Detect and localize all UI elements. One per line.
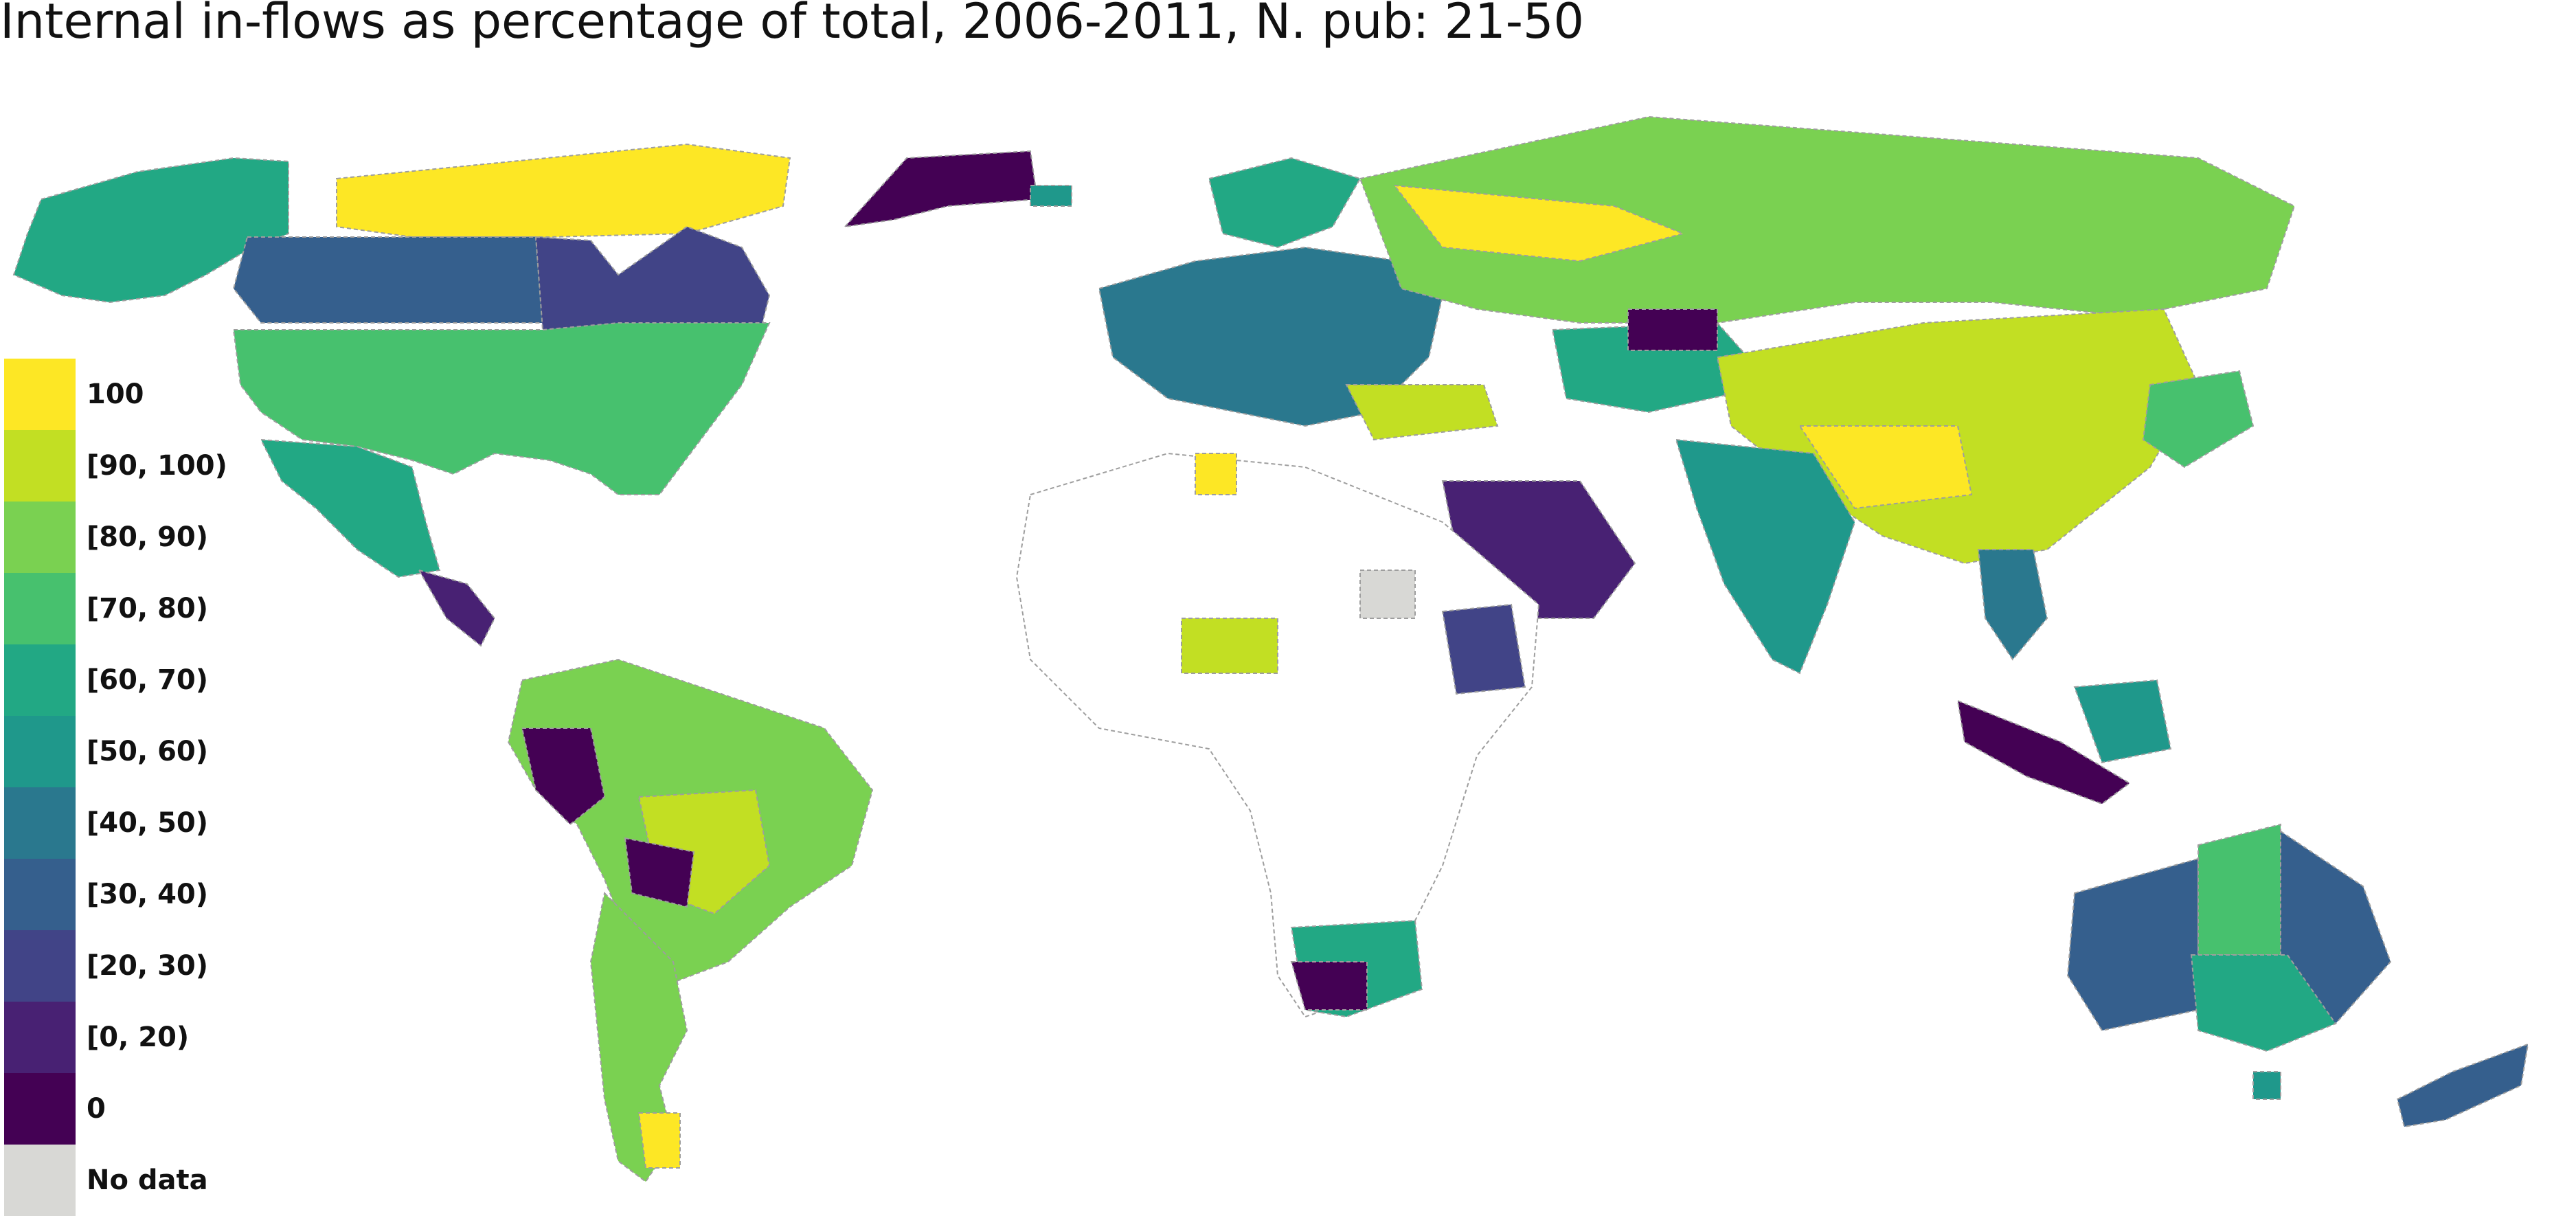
legend-item: 100 (4, 359, 227, 430)
legend-label: [0, 20) (87, 1022, 190, 1053)
region-sahara-nodata (1359, 570, 1416, 619)
legend-item: [70, 80) (4, 573, 227, 644)
region-scandinavia (1208, 157, 1362, 249)
legend-item: [60, 70) (4, 644, 227, 716)
legend-item: [80, 90) (4, 502, 227, 573)
region-kazakhstan-north (1627, 308, 1718, 351)
region-south-america-south (589, 891, 688, 1183)
region-patagonia (637, 1112, 681, 1169)
legend-label: [60, 70) (87, 664, 209, 696)
region-tibet (1798, 425, 1973, 510)
region-australia-south (2190, 954, 2337, 1052)
legend-label: [70, 80) (87, 593, 209, 624)
region-iceland (1030, 185, 1072, 207)
region-russia-west (1392, 184, 1686, 262)
legend-label: 0 (87, 1093, 106, 1125)
legend-swatch (4, 1002, 76, 1073)
map-title: Internal in-flows as percentage of total… (0, 0, 1585, 49)
region-bolivia (624, 837, 695, 908)
region-mexico (260, 438, 441, 578)
region-canada-west (232, 236, 544, 324)
legend-label: [30, 40) (87, 879, 209, 910)
legend-label: [90, 100) (87, 450, 227, 482)
legend-swatch (4, 859, 76, 930)
legend-item: [30, 40) (4, 859, 227, 930)
legend-item: [40, 50) (4, 787, 227, 859)
region-japan (2142, 370, 2255, 469)
legend-item: [90, 100) (4, 430, 227, 502)
region-central-america (417, 569, 496, 647)
region-borneo (2073, 679, 2172, 764)
region-usa (232, 322, 771, 495)
region-greenland (843, 150, 1039, 228)
region-algeria-south (1195, 453, 1237, 495)
region-south-africa-west (1290, 961, 1368, 1011)
legend-label: [80, 90) (87, 521, 209, 553)
region-new-zealand (2396, 1043, 2529, 1128)
region-alaska (12, 157, 289, 304)
legend-item: No data (4, 1145, 227, 1216)
region-australia-north (2197, 823, 2281, 956)
legend-label: [20, 30) (87, 950, 209, 982)
legend-swatch (4, 1073, 76, 1145)
region-india (1675, 438, 1856, 675)
legend-label: [50, 60) (87, 736, 209, 767)
legend-label: No data (87, 1164, 208, 1196)
region-tasmania (2252, 1071, 2281, 1100)
region-indonesia (1956, 699, 2131, 805)
legend-swatch (4, 502, 76, 573)
legend-label: [40, 50) (87, 807, 209, 839)
legend-item: 0 (4, 1073, 227, 1145)
legend-item: [0, 20) (4, 1002, 227, 1073)
region-turkey (1345, 384, 1499, 441)
legend-swatch (4, 1145, 76, 1216)
region-peru (521, 728, 606, 826)
region-east-africa (1441, 603, 1526, 695)
region-canada-north (336, 143, 791, 238)
region-se-asia (1977, 549, 2048, 661)
legend-swatch (4, 930, 76, 1002)
legend-label: 100 (87, 379, 144, 410)
legend-item: [20, 30) (4, 930, 227, 1002)
legend-swatch (4, 573, 76, 644)
region-russia (1359, 115, 2296, 324)
legend-swatch (4, 430, 76, 502)
legend-item: [50, 60) (4, 716, 227, 787)
region-africa (1015, 452, 1540, 1018)
region-australia-west (2066, 857, 2199, 1032)
legend-swatch (4, 716, 76, 787)
legend-swatch (4, 787, 76, 859)
legend: 100 [90, 100) [80, 90) [70, 80) [60, 70)… (4, 359, 227, 1216)
legend-swatch (4, 359, 76, 430)
legend-swatch (4, 644, 76, 716)
region-nigeria (1181, 618, 1278, 674)
